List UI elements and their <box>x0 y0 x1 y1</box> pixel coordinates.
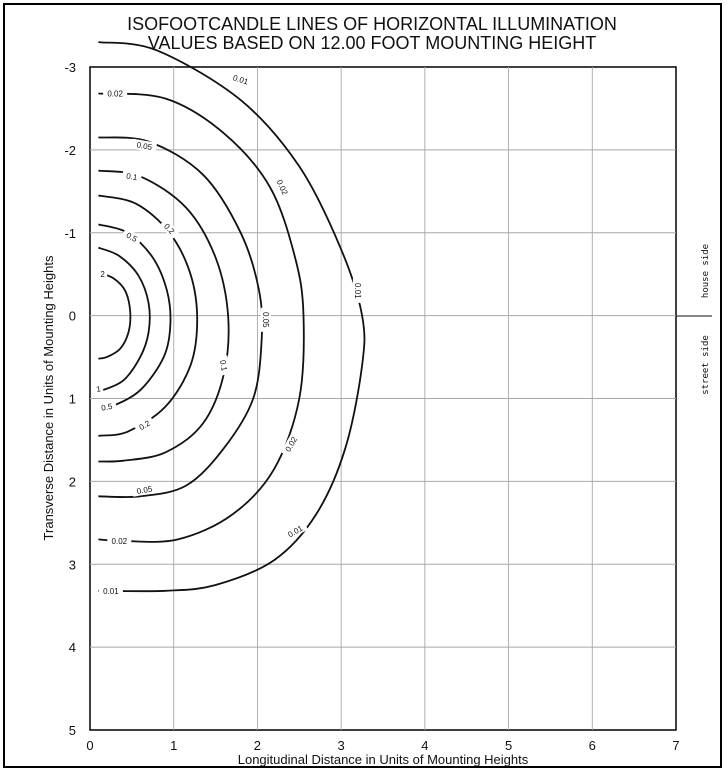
contour-label-bg <box>121 227 143 246</box>
contour-line-2 <box>98 271 132 360</box>
contour-label: 0.01 <box>282 520 308 542</box>
x-axis-label: Longitudinal Distance in Units of Mounti… <box>238 752 529 767</box>
x-tick-labels: 0 1 2 3 4 5 6 7 <box>86 738 679 753</box>
contour-label: 0.5 <box>96 400 117 414</box>
contour-label: 0.02 <box>107 536 132 546</box>
contour-line-0.01 <box>98 41 366 593</box>
contour-label-bg <box>352 278 363 303</box>
chart-title-line-1: ISOFOOTCANDLE LINES OF HORIZONTAL ILLUMI… <box>127 14 617 34</box>
contour-label: 0.02 <box>272 174 293 201</box>
contour-label-bg <box>98 585 123 596</box>
contour-label-bg <box>133 415 156 435</box>
contour-label-bg <box>260 307 271 332</box>
contour-label: 0.01 <box>352 278 363 303</box>
contour-label: 1 <box>93 382 104 395</box>
y-tick-label: 0 <box>69 309 76 324</box>
y-tick-labels: -3 -2 -1 0 1 2 3 4 5 <box>64 60 76 738</box>
contour-line-0.05 <box>98 136 264 498</box>
contour-label-text: 1 <box>96 384 102 394</box>
contour-label: 0.05 <box>131 482 158 497</box>
house-side-label: house side <box>701 244 711 298</box>
x-tick-label: 1 <box>170 738 177 753</box>
contour-label-bg <box>227 70 254 88</box>
contour-label-text: 0.1 <box>126 171 139 182</box>
x-tick-label: 5 <box>505 738 512 753</box>
contour-label-bg <box>217 355 231 376</box>
contour-label-bg <box>93 382 104 395</box>
contour-line-1 <box>97 246 151 392</box>
grid <box>90 67 676 730</box>
x-tick-label: 2 <box>254 738 261 753</box>
contour-label-bg <box>272 174 293 201</box>
x-tick-label: 4 <box>421 738 428 753</box>
contour-line-0.02 <box>98 92 305 543</box>
street-side-label: street side <box>701 335 711 395</box>
y-tick-label: -1 <box>64 226 76 241</box>
contour-lines <box>97 41 366 593</box>
contour-label-text: 0.01 <box>353 283 362 299</box>
contour-label: 0.2 <box>159 218 180 239</box>
contour-label-bg <box>131 138 158 153</box>
contour-label-bg <box>103 88 128 99</box>
contour-label-bg <box>98 269 108 280</box>
y-tick-label: -2 <box>64 143 76 158</box>
y-axis-label: Transverse Distance in Units of Mounting… <box>41 255 56 540</box>
contour-label-bg <box>96 400 117 414</box>
contour-label-bg <box>159 218 180 239</box>
contour-label: 0.02 <box>103 88 128 99</box>
x-tick-label: 0 <box>86 738 93 753</box>
contour-label-text: 0.02 <box>107 90 123 99</box>
chart-title-line-2: VALUES BASED ON 12.00 FOOT MOUNTING HEIG… <box>148 33 596 53</box>
contour-label-text: 0.01 <box>103 587 119 596</box>
contour-label: 0.05 <box>131 138 158 153</box>
y-tick-label: 4 <box>69 640 76 655</box>
contour-label-bg <box>131 482 158 497</box>
x-tick-label: 6 <box>589 738 596 753</box>
contour-label: 0.01 <box>98 585 123 596</box>
y-tick-label: -3 <box>64 60 76 75</box>
contour-label-bg <box>121 169 143 183</box>
contour-label-text: 0.01 <box>232 73 250 87</box>
contour-label-text: 0.05 <box>136 140 153 152</box>
chart-frame <box>3 3 722 768</box>
contour-label-bg <box>280 431 302 457</box>
contour-label: 0.1 <box>121 169 143 183</box>
y-tick-label: 2 <box>69 474 76 489</box>
contour-label-text: 0.02 <box>112 537 128 546</box>
contour-label-bg <box>282 520 308 542</box>
contour-label-text: 0.1 <box>218 359 229 372</box>
y-tick-label: 3 <box>69 557 76 572</box>
y-tick-label: 5 <box>69 723 76 738</box>
contour-label-bg <box>107 536 132 546</box>
x-tick-label: 3 <box>338 738 345 753</box>
contour-label: 2 <box>98 269 108 280</box>
contour-label: 0.02 <box>280 431 302 457</box>
contour-label: 0.01 <box>227 70 254 88</box>
contour-label-text: 0.05 <box>136 484 153 496</box>
contour-label-text: 2 <box>100 270 105 279</box>
y-tick-label: 1 <box>69 392 76 407</box>
contour-label-text: 0.05 <box>261 312 270 328</box>
contour-line-0.1 <box>98 169 230 463</box>
contour-label: 0.05 <box>260 307 271 332</box>
contour-label: 0.1 <box>217 355 231 376</box>
x-tick-label: 7 <box>672 738 679 753</box>
contour-label-text: 0.5 <box>101 402 114 413</box>
